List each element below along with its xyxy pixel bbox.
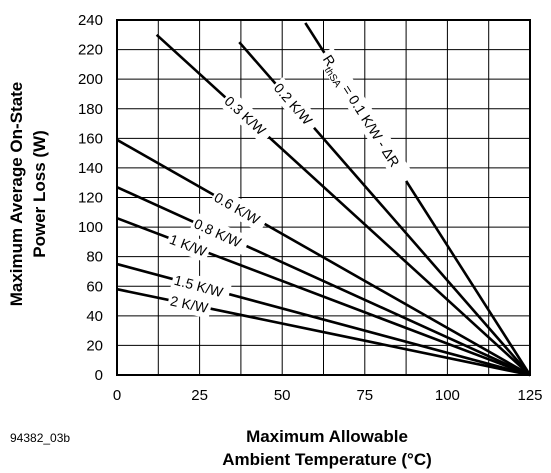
series-label: 1 K/W [164, 228, 213, 263]
y-tick-labels: 0 20 40 60 80 100 120 140 160 180 200 220 240 [78, 12, 103, 384]
series-labels: RthSA = 0.1 K/W - ΔR0.2 K/W0.3 K/W0.6 K/… [164, 47, 415, 319]
x-tick-labels: 0 25 50 75 100 125 [113, 387, 543, 404]
y-tick-label: 240 [78, 12, 103, 29]
series-label-background [315, 47, 415, 187]
series-label-background [218, 89, 276, 145]
x-axis-title-line-1: Maximum Allowable [246, 427, 408, 446]
series-label-background [189, 212, 251, 256]
series-line [116, 185, 531, 377]
y-axis-title-line-1: Maximum Average On-State [7, 82, 26, 307]
series-label-text: 0.2 K/W [271, 80, 316, 129]
series-label-background [170, 269, 232, 304]
series-label: 2 K/W [166, 290, 213, 319]
x-tick-label: 0 [113, 387, 121, 404]
y-axis-title-line-2: Power Loss (W) [30, 130, 49, 258]
rth-value: = 0.1 K/W - ΔR [337, 79, 403, 170]
plot-frame [116, 19, 531, 376]
x-tick-label: 50 [274, 387, 291, 404]
series-label-background [164, 228, 213, 263]
x-tick-label: 75 [356, 387, 373, 404]
y-tick-label: 200 [78, 71, 103, 88]
y-tick-label: 140 [78, 160, 103, 177]
x-tick-label: 125 [517, 387, 542, 404]
series-label-background [267, 77, 322, 135]
y-tick-label: 0 [95, 367, 103, 384]
y-tick-label: 220 [78, 42, 103, 59]
y-tick-label: 120 [78, 190, 103, 207]
series-label: 0.3 K/W [218, 89, 276, 145]
y-tick-label: 40 [86, 308, 103, 325]
y-tick-label: 60 [86, 278, 103, 295]
y-tick-label: 160 [78, 130, 103, 147]
y-tick-label: 80 [86, 249, 103, 266]
series-line [116, 138, 531, 377]
y-tick-label: 180 [78, 101, 103, 118]
figure-id: 94382_03b [10, 431, 70, 445]
series-label-background [166, 290, 213, 319]
x-tick-label: 25 [191, 387, 208, 404]
series-label-text: 0.3 K/W [221, 93, 269, 139]
y-tick-label: 20 [86, 337, 103, 354]
series-label-background [208, 186, 270, 233]
series-label-text: RthSA = 0.1 K/W - ΔR [316, 52, 403, 172]
series-line [155, 33, 531, 376]
y-tick-label: 100 [78, 219, 103, 236]
x-tick-label: 100 [435, 387, 460, 404]
series-label: 0.2 K/W [267, 77, 322, 135]
x-axis-title-line-2: Ambient Temperature (°C) [222, 450, 432, 469]
series-label-text: 2 K/W [169, 292, 210, 316]
